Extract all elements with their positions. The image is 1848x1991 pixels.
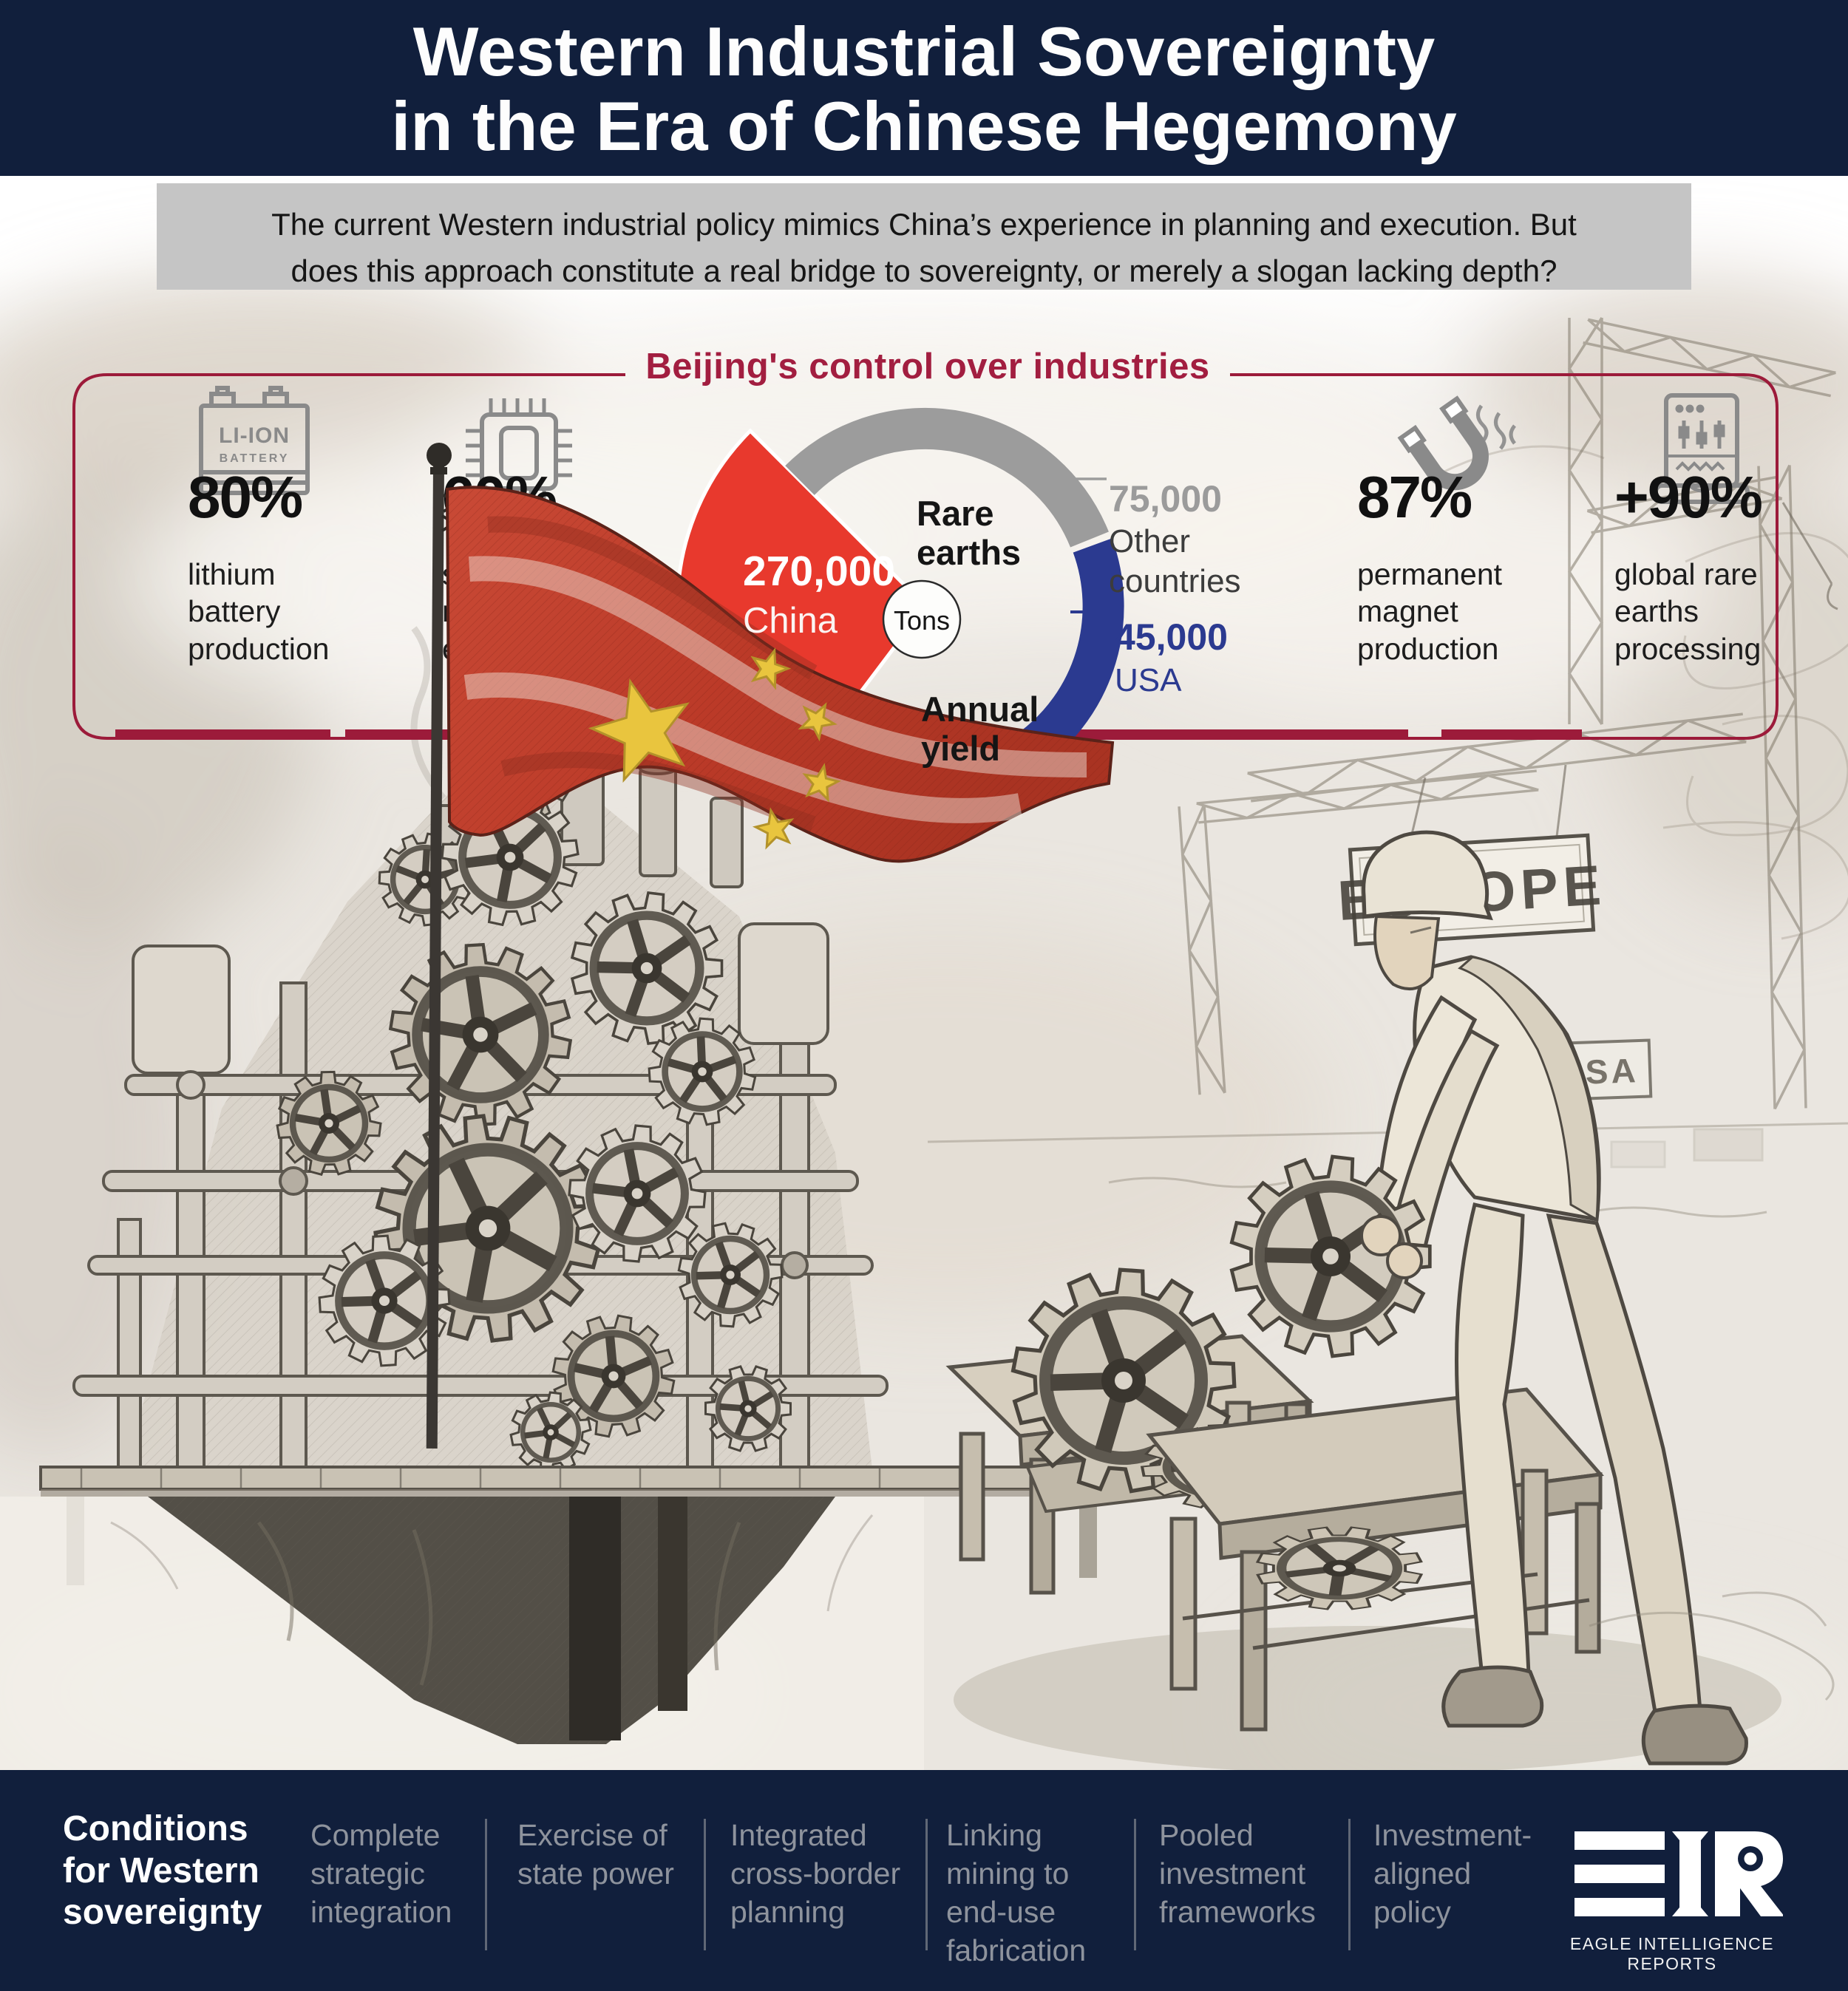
- worker-scene: [945, 830, 1835, 1774]
- other-countries-value: 75,000: [1109, 478, 1222, 520]
- worker-hard-hat: [1362, 830, 1493, 921]
- footer-divider: [1348, 1819, 1351, 1950]
- header: Western Industrial Sovereignty in the Er…: [0, 0, 1848, 176]
- smoke-wisp: [410, 626, 446, 800]
- stat-label: permanent magnet production: [1357, 557, 1503, 666]
- worker-hands: [1360, 1215, 1423, 1279]
- worker-back-boot: [1641, 1704, 1748, 1766]
- footer: Conditions for Western sovereignty Compl…: [0, 1770, 1848, 1991]
- underground-pit: [0, 1497, 924, 1770]
- chinese-flag: [426, 443, 1115, 1449]
- stat-magnet: 87% permanent magnet production: [1357, 373, 1579, 741]
- rare-earth-processing-icon: [1654, 393, 1750, 504]
- footer-item-6: Investment-aligned policy: [1373, 1818, 1532, 1930]
- li-ion-battery-icon: LI-ION BATTERY: [199, 386, 310, 495]
- worker-figure: [1362, 830, 1748, 1766]
- donut-center-label-bottom: Annual yield: [921, 690, 1039, 769]
- footer-divider: [925, 1819, 928, 1950]
- lying-gear-2: [1255, 1526, 1424, 1610]
- footer-divider: [704, 1819, 706, 1950]
- usa-value: 45,000: [1115, 616, 1228, 658]
- pencil-scribbles: [1441, 445, 1848, 940]
- tower-cranes: [1178, 317, 1836, 1110]
- worker-head: [1373, 914, 1441, 991]
- flag-cloth: [445, 486, 1115, 863]
- intro-text: The current Western industrial policy mi…: [271, 207, 1577, 288]
- flag-stars: [588, 647, 842, 850]
- footer-divider: [485, 1819, 487, 1950]
- other-countries-label: Other countries: [1109, 523, 1241, 599]
- footer-item-3: Integrated cross-border planning: [730, 1818, 901, 1930]
- china-value: 270,000: [743, 548, 896, 595]
- footer-item-1: Complete strategic integration: [310, 1818, 452, 1930]
- rope-coils: [1589, 1591, 1835, 1701]
- svg-text:BATTERY: BATTERY: [220, 452, 290, 465]
- donut-center-label-top: Rare earths: [917, 494, 1022, 573]
- panel-title: Beijing's control over industries: [645, 347, 1210, 387]
- stat-value: 87%: [1357, 464, 1472, 530]
- worker-front-boot: [1441, 1665, 1544, 1728]
- footer-heading: Conditions for Western sovereignty: [63, 1809, 262, 1933]
- stat-label: lithium battery production: [188, 557, 330, 666]
- footer-item-5: Pooled investment frameworks: [1159, 1818, 1316, 1930]
- page-title: Western Industrial Sovereignty in the Er…: [391, 13, 1457, 165]
- footer-item-2: Exercise of state power: [517, 1818, 674, 1891]
- china-label: China: [743, 601, 838, 641]
- intro-box: The current Western industrial policy mi…: [157, 183, 1691, 290]
- magnet-icon: [1397, 395, 1517, 491]
- svg-text:LI-ION: LI-ION: [219, 423, 290, 448]
- footer-divider: [1134, 1819, 1136, 1950]
- stat-processing: +90% global rare earths processing: [1614, 373, 1821, 741]
- worker-vest: [1458, 956, 1600, 1222]
- stat-value: +90%: [1614, 464, 1763, 530]
- stat-lithium-battery: LI-ION BATTERY 80% lithium battery produ…: [188, 373, 410, 741]
- footer-item-4: Linking mining to end-use fabrication: [946, 1818, 1087, 1968]
- donut-center-circle: [882, 579, 962, 659]
- stat-label: global rare earths processing: [1614, 557, 1762, 666]
- eir-logo: [1574, 1831, 1783, 1916]
- donut-segment-other: [785, 407, 1109, 548]
- footer-brand-text: EAGLE INTELLIGENCE REPORTS: [1569, 1934, 1775, 1973]
- stat-value: 80%: [188, 464, 303, 530]
- usa-label: USA: [1115, 662, 1182, 698]
- ground-shadow: [954, 1626, 1781, 1774]
- donut-unit-label: Tons: [893, 605, 951, 636]
